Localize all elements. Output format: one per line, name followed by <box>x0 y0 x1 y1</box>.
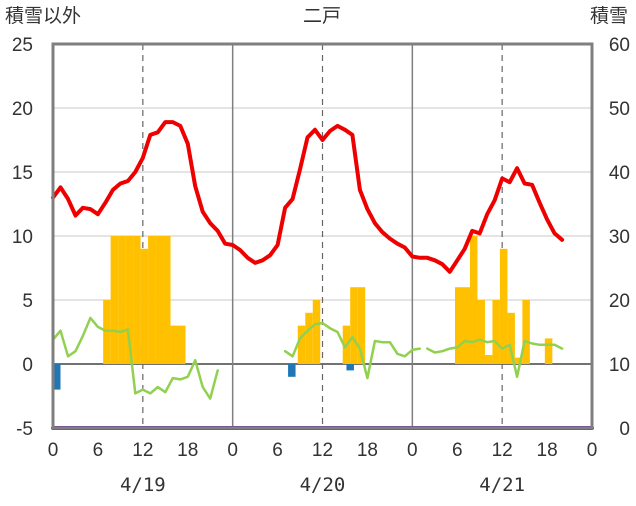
sunshine-bar <box>53 364 61 390</box>
right-tick-label: 20 <box>609 291 630 312</box>
precip-bar <box>305 312 313 364</box>
precip-bar <box>469 236 478 364</box>
x-tick-label: 6 <box>93 440 104 461</box>
precip-bar <box>514 357 523 364</box>
left-axis-title: 積雪以外 <box>5 5 81 27</box>
precip-bar <box>462 287 470 364</box>
x-tick-label: 6 <box>272 440 283 461</box>
precip-bar <box>110 236 119 364</box>
chart-title: 二戸 <box>303 6 341 27</box>
right-tick-label: 10 <box>609 355 630 376</box>
precip-bar <box>103 300 111 364</box>
precip-bar <box>455 287 463 364</box>
x-tick-label: 12 <box>132 440 153 461</box>
precip-bar <box>148 236 156 364</box>
plot-frame <box>51 42 594 430</box>
precip-bar <box>155 236 164 364</box>
precip-bar <box>499 248 508 364</box>
precip-bar <box>312 300 321 364</box>
right-tick-label: 50 <box>609 99 630 120</box>
x-tick-label: 0 <box>587 440 598 461</box>
wind-line <box>283 321 422 380</box>
wind-line <box>426 338 564 379</box>
left-tick-label: 0 <box>22 355 33 376</box>
x-tick-label: 12 <box>312 440 333 461</box>
right-axis-title: 積雪 <box>590 5 628 27</box>
right-tick-label: 30 <box>609 227 630 248</box>
left-tick-label: 15 <box>12 163 33 184</box>
date-label: 4/21 <box>479 474 525 496</box>
precip-bar <box>118 236 126 364</box>
precip-bar <box>350 287 358 364</box>
x-tick-label: 18 <box>537 440 558 461</box>
precip-bar <box>133 236 141 364</box>
precip-bar <box>507 312 515 364</box>
wind-line <box>51 316 219 400</box>
date-label: 4/20 <box>300 474 346 496</box>
x-tick-label: 18 <box>177 440 198 461</box>
x-tick-label: 12 <box>492 440 513 461</box>
precip-bar <box>297 325 306 364</box>
precip-bar <box>477 300 485 364</box>
precip-bar <box>492 300 500 364</box>
left-tick-label: 25 <box>12 35 33 56</box>
precip-bar <box>125 236 134 364</box>
precip-bar <box>484 355 493 364</box>
precip-bar <box>357 287 366 364</box>
precip-bar <box>163 236 171 364</box>
x-tick-label: 0 <box>227 440 238 461</box>
date-label: 4/19 <box>120 474 166 496</box>
precip-bar <box>140 248 149 364</box>
x-tick-label: 6 <box>452 440 463 461</box>
sunshine-bar <box>288 364 296 377</box>
x-tick-label: 0 <box>407 440 418 461</box>
left-tick-label: -5 <box>16 419 33 440</box>
left-tick-label: 5 <box>22 291 33 312</box>
x-tick-label: 18 <box>357 440 378 461</box>
right-tick-label: 0 <box>619 419 630 440</box>
left-tick-label: 10 <box>12 227 33 248</box>
right-tick-label: 40 <box>609 163 630 184</box>
left-tick-label: 20 <box>12 99 33 120</box>
right-tick-label: 60 <box>609 35 630 56</box>
precip-bar <box>178 325 186 364</box>
precip-bar <box>170 325 179 364</box>
x-tick-label: 0 <box>48 440 59 461</box>
temperature-line <box>51 120 565 274</box>
precip-bar <box>522 300 530 364</box>
precip-bar <box>544 338 553 364</box>
sunshine-bar <box>346 364 354 371</box>
